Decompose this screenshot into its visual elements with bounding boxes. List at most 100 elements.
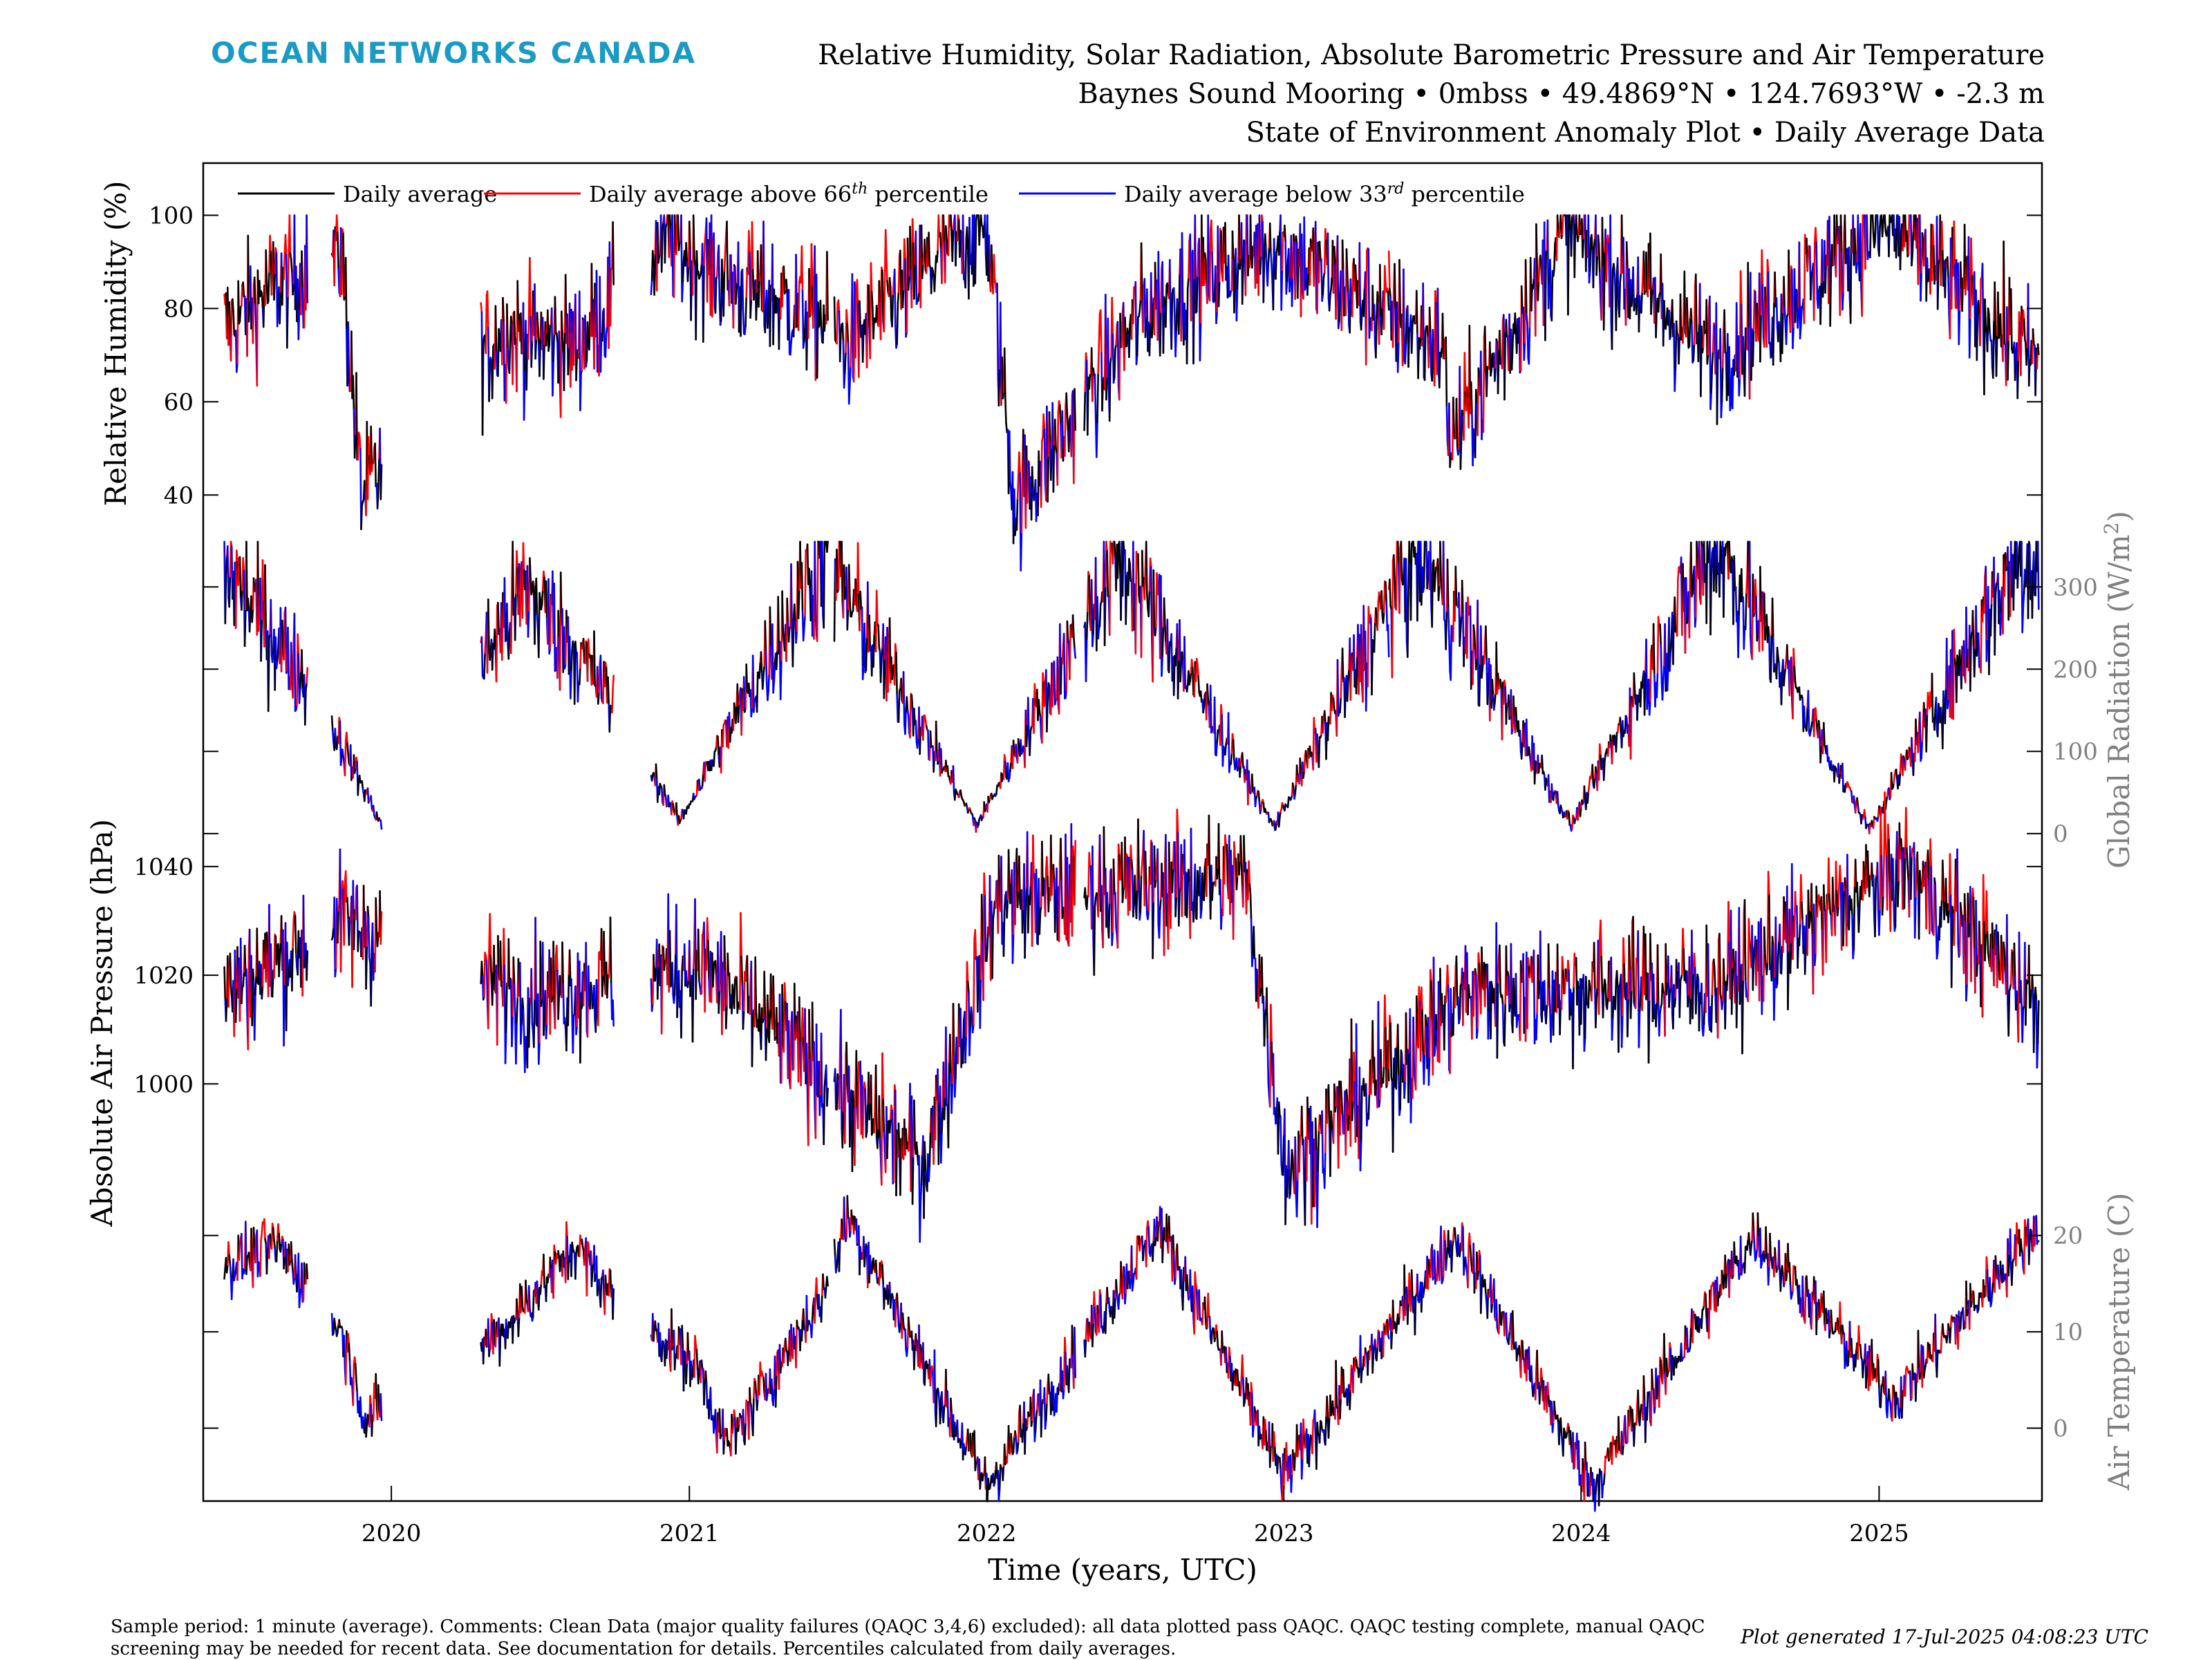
rh-series-seg-6 <box>1739 379 1740 395</box>
rad-series-seg-0 <box>305 690 306 724</box>
rad-series-seg-6 <box>1945 689 1946 724</box>
rh-series-seg-6 <box>1456 399 1457 449</box>
rh-series-seg-0 <box>262 293 263 308</box>
rad-series-seg-6 <box>1928 692 1929 702</box>
rad-series-seg-6 <box>1745 593 1746 629</box>
pres-series-seg-3 <box>810 1059 811 1086</box>
rh-series-seg-6 <box>1412 317 1413 324</box>
rad-series-seg-5 <box>1232 734 1233 740</box>
rh-series-seg-5 <box>1114 350 1115 378</box>
rad-series-seg-6 <box>1839 773 1840 783</box>
rh-series-seg-5 <box>1329 295 1330 310</box>
rh-series-seg-6 <box>1918 216 1919 285</box>
pres-series-seg-5 <box>1101 886 1102 930</box>
rad-series-seg-5 <box>1086 639 1087 681</box>
rh-series-seg-5 <box>1136 355 1137 364</box>
pres-series-seg-4 <box>995 881 996 907</box>
rh-series-seg-5 <box>1290 278 1291 292</box>
pres-series-seg-4 <box>948 1062 949 1148</box>
rh-series-seg-3 <box>791 334 792 343</box>
rad-series-seg-6 <box>1516 708 1517 724</box>
rad-series-seg-5 <box>1356 657 1357 693</box>
rh-series-seg-5 <box>1250 216 1251 258</box>
rad-series-seg-5 <box>1130 564 1131 581</box>
rh-series-seg-6 <box>1717 358 1718 424</box>
rh-series-seg-6 <box>1765 287 1766 309</box>
rh-series-seg-2 <box>606 327 607 334</box>
rh-series-seg-3 <box>666 216 667 223</box>
pres-series-seg-4 <box>975 930 976 959</box>
rad-series-seg-4 <box>1054 661 1055 704</box>
rad-series-seg-1 <box>345 741 346 775</box>
rad-series-seg-4 <box>1049 686 1050 713</box>
panel-rh <box>225 216 2039 571</box>
rad-series-seg-6 <box>1661 645 1662 683</box>
rad-series-seg-3 <box>673 804 674 811</box>
rad-series-seg-3 <box>723 725 724 747</box>
rad-series-seg-1 <box>373 806 374 815</box>
rad-series-seg-4 <box>895 644 896 652</box>
rad-series-seg-6 <box>1808 691 1809 733</box>
rad-series-seg-5 <box>1328 717 1329 741</box>
pres-series-seg-2 <box>573 1016 574 1053</box>
rad-series-seg-5 <box>1109 542 1110 635</box>
rad-series-seg-5 <box>1221 705 1222 715</box>
rh-series-seg-5 <box>1347 274 1348 292</box>
pres-series-seg-1 <box>371 950 372 1006</box>
rh-series-seg-6 <box>1757 303 1758 328</box>
rh-series-seg-6 <box>1722 368 1723 402</box>
rh-series-seg-2 <box>513 313 514 384</box>
pres-series-seg-3 <box>726 1006 727 1028</box>
rh-series-seg-2 <box>546 333 547 346</box>
pres-series-seg-4 <box>967 962 968 982</box>
rad-series-seg-4 <box>923 716 924 740</box>
rh-series-seg-3 <box>758 281 759 307</box>
rad-series-seg-3 <box>734 704 735 714</box>
rad-series-seg-5 <box>1192 668 1193 695</box>
rad-series-seg-0 <box>229 576 230 607</box>
pres-series-seg-1 <box>369 957 370 963</box>
rh-series-seg-3 <box>701 265 702 274</box>
rh-series-seg-4 <box>1002 357 1003 398</box>
pres-series-seg-4 <box>944 1097 945 1120</box>
rad-series-seg-3 <box>815 542 816 614</box>
rh-series-seg-6 <box>1691 323 1692 362</box>
rad-series-seg-5 <box>1155 627 1156 635</box>
rad-series-seg-6 <box>1409 542 1410 564</box>
rh-series-seg-2 <box>549 345 550 351</box>
rh-series-seg-4 <box>999 369 1000 406</box>
rad-series-seg-6 <box>1894 775 1895 784</box>
rad-series-seg-4 <box>936 721 937 754</box>
rad-series-seg-5 <box>1300 758 1301 775</box>
rh-series-seg-6 <box>1985 299 1986 326</box>
rh-series-seg-5 <box>1282 233 1283 270</box>
rh-series-seg-0 <box>302 252 303 288</box>
rad-series-seg-5 <box>1151 567 1152 638</box>
rh-series-seg-6 <box>1606 245 1607 282</box>
rh-series-seg-6 <box>1877 216 1878 249</box>
rad-series-seg-6 <box>1447 560 1448 608</box>
pres-series-seg-3 <box>654 955 655 981</box>
rh-series-seg-5 <box>1322 294 1323 301</box>
rh-series-seg-5 <box>1232 232 1233 261</box>
rh-series-seg-0 <box>284 254 285 279</box>
rad-series-seg-4 <box>884 659 885 698</box>
pres-series-seg-3 <box>715 961 716 975</box>
rh-series-seg-6 <box>1389 289 1390 297</box>
rh-series-seg-3 <box>733 265 734 328</box>
rh-series-seg-2 <box>492 347 493 399</box>
pres-series-seg-2 <box>613 1001 614 1026</box>
pres-series-seg-5 <box>1126 854 1127 898</box>
pres-series-seg-5 <box>1146 885 1147 914</box>
rad-series-seg-4 <box>1064 634 1065 699</box>
rh-series-seg-6 <box>1393 288 1394 347</box>
rh-series-seg-6 <box>1993 321 1994 378</box>
rh-series-seg-5 <box>1325 229 1326 240</box>
rh-series-seg-6 <box>1499 331 1500 364</box>
rad-series-seg-0 <box>277 651 278 661</box>
rad-series-seg-3 <box>757 672 758 712</box>
rad-series-seg-5 <box>1231 753 1232 764</box>
rad-series-seg-5 <box>1176 647 1177 666</box>
rad-series-seg-3 <box>656 764 657 780</box>
rh-series-seg-6 <box>1592 235 1593 251</box>
